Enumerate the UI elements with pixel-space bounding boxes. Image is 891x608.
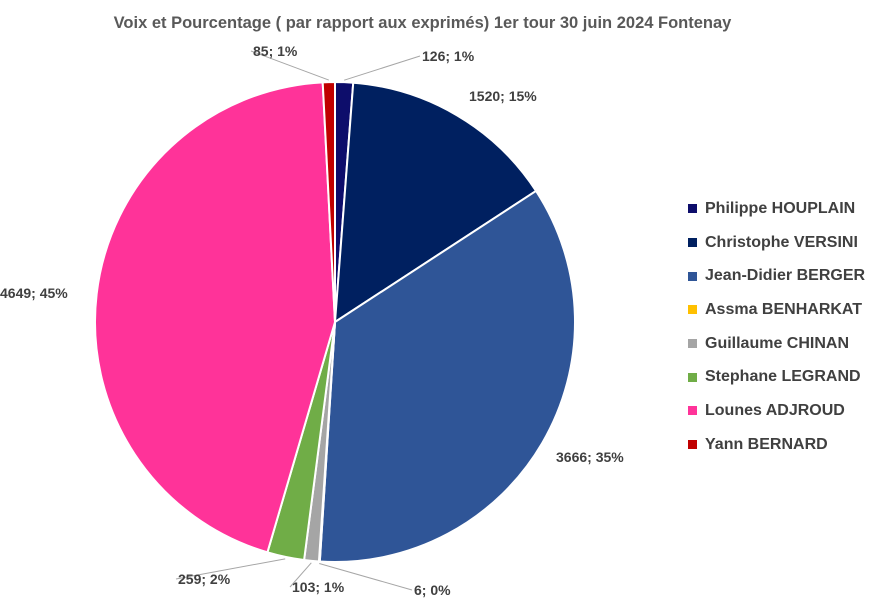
legend-item-guillaume-chinan: Guillaume CHINAN (688, 327, 865, 361)
legend-swatch (688, 406, 697, 416)
legend-item-jean-didier-berger: Jean-Didier BERGER (688, 259, 865, 293)
legend-label: Guillaume CHINAN (705, 334, 850, 352)
legend-label: Yann BERNARD (705, 435, 828, 453)
legend-label: Philippe HOUPLAIN (705, 199, 856, 217)
data-label-stephane-legrand: 259; 2% (178, 571, 231, 587)
legend-swatch (688, 372, 697, 382)
legend-item-assma-benharkat: Assma BENHARKAT (688, 293, 865, 327)
legend-swatch (688, 204, 697, 214)
legend-item-lounes-adjroud: Lounes ADJROUD (688, 394, 865, 428)
legend-label: Lounes ADJROUD (705, 401, 845, 419)
legend-swatch (688, 271, 697, 281)
data-label-lounes-adjroud: 4649; 45% (0, 285, 68, 301)
pie-slice-yann-bernard (321, 80, 336, 323)
legend-item-philippe-houplain: Philippe HOUPLAIN (688, 192, 865, 226)
data-label-assma-benharkat: 6; 0% (414, 582, 451, 598)
leader-line-assma-benharkat (319, 563, 413, 591)
pie-slice-lounes-adjroud (94, 81, 337, 554)
legend-item-yann-bernard: Yann BERNARD (688, 428, 865, 462)
legend-label: Assma BENHARKAT (705, 300, 863, 318)
data-label-yann-bernard: 85; 1% (253, 43, 298, 59)
data-label-philippe-houplain: 126; 1% (422, 48, 475, 64)
leader-line-stephane-legrand (175, 558, 286, 580)
legend: Philippe HOUPLAIN Christophe VERSINI Jean-… (688, 192, 865, 462)
leader-line-guillaume-chinan (289, 562, 312, 588)
legend-label: Stephane LEGRAND (705, 368, 861, 386)
pie-slice-jean-didier-berger (318, 189, 576, 563)
legend-item-stephane-legrand: Stephane LEGRAND (688, 360, 865, 394)
legend-item-christophe-versini: Christophe VERSINI (688, 226, 865, 260)
pie-slice-christophe-versini (333, 81, 538, 324)
chart-title: Voix et Pourcentage ( par rapport aux ex… (113, 14, 732, 32)
legend-label: Jean-Didier BERGER (705, 267, 866, 285)
leader-line-yann-bernard (250, 50, 329, 81)
legend-swatch (688, 339, 697, 349)
data-label-guillaume-chinan: 103; 1% (292, 579, 345, 595)
data-label-christophe-versini: 1520; 15% (469, 88, 537, 104)
data-label-jean-didier-berger: 3666; 35% (556, 449, 624, 465)
legend-swatch (688, 238, 697, 248)
legend-swatch (688, 440, 697, 450)
legend-swatch (688, 305, 697, 315)
leader-line-philippe-houplain (344, 55, 421, 81)
legend-label: Christophe VERSINI (705, 233, 858, 251)
